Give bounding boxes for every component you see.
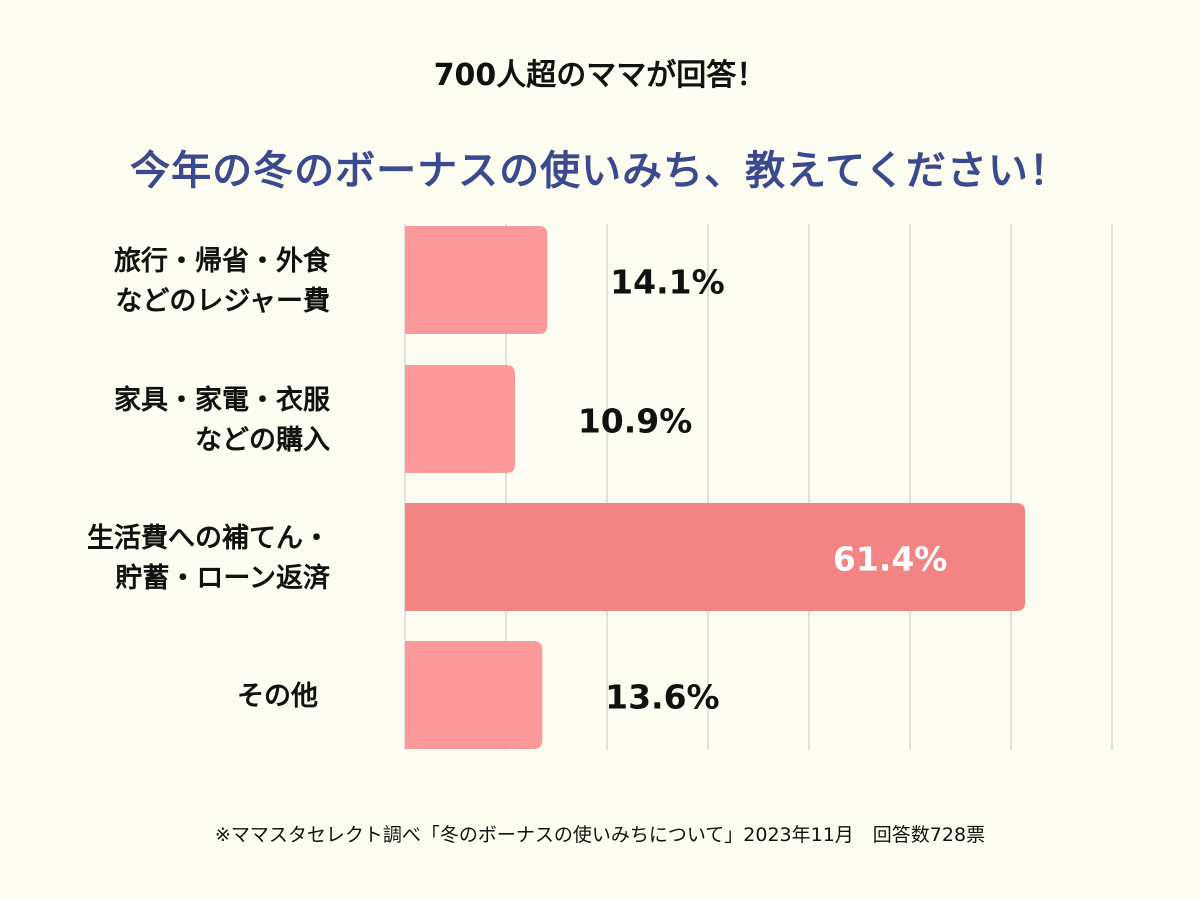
category-label: 旅行・帰省・外食などのレジャー費 [114,245,331,317]
bar [405,226,548,334]
category-label: 家具・家電・衣服などの購入 [114,384,331,456]
category-label: その他 [237,681,318,712]
bar [405,503,1026,611]
chart-title: 今年の冬のボーナスの使いみち、教えてください！ [130,148,1070,194]
bar [405,641,543,749]
data-label: 61.4% [833,540,948,579]
bar [405,365,516,473]
data-label: 14.1% [610,263,725,302]
chart-subtitle: 700人超のママが回答！ [433,58,767,93]
source-footnote: ※ママスタセレクト調べ「冬のボーナスの使いみちについて」2023年11月 回答数… [214,824,986,846]
category-label: 生活費への補てん・貯蓄・ローン返済 [87,523,331,594]
data-label: 10.9% [578,402,693,441]
data-label: 13.6% [605,678,720,717]
